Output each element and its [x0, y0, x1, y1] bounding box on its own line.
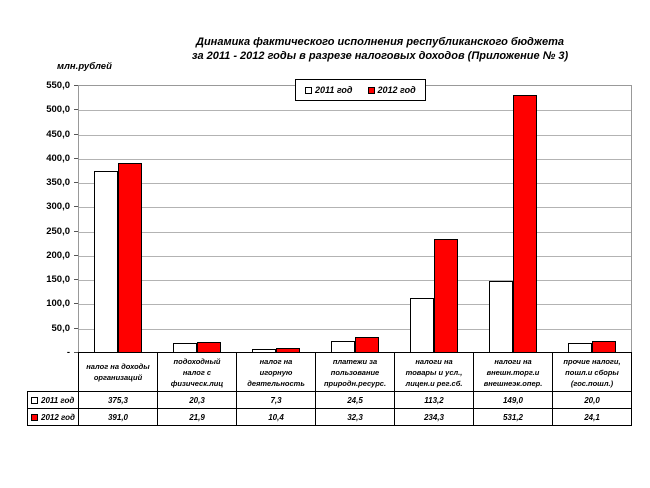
y-tick-label: 250,0: [46, 225, 70, 237]
chart-title-line1: Динамика фактического исполнения республ…: [196, 36, 564, 48]
plot-area: [78, 85, 632, 354]
bar-2012-год: [434, 239, 458, 353]
table-value-cell: 234,3: [394, 408, 474, 426]
gridline: [79, 183, 631, 184]
bar-2011-год: [94, 171, 118, 353]
y-tick-mark: [74, 328, 78, 329]
y-tick-mark: [74, 255, 78, 256]
series-row-label: 2012 год: [27, 408, 79, 426]
series-swatch: [31, 413, 38, 421]
legend-label: 2011 год: [315, 85, 353, 95]
table-value-cell: 531,2: [473, 408, 553, 426]
gridline: [79, 256, 631, 257]
table-corner-cell: [28, 353, 79, 392]
y-tick-mark: [74, 231, 78, 232]
bar-2011-год: [410, 298, 434, 353]
table-value-cell: 24,1: [552, 408, 632, 426]
y-tick-mark: [74, 279, 78, 280]
series-swatch: [31, 396, 38, 404]
y-axis-unit-label: млн.рублей: [57, 61, 112, 72]
legend-label: 2012 год: [377, 85, 416, 95]
series-row-label: 2011 год: [27, 391, 79, 409]
y-tick-label: -: [66, 347, 70, 358]
table-value-cell: 21,9: [157, 408, 237, 426]
chart-title-line2: за 2011 - 2012 годы в разрезе налоговых …: [191, 50, 569, 62]
table-header-cell: прочие налоги, пошл.и сборы (гос.пошл.): [552, 352, 632, 392]
legend: 2011 год 2012 год: [295, 79, 426, 101]
table-value-cell: 375,3: [78, 391, 158, 409]
table-value-cell: 20,3: [157, 391, 237, 409]
table-value-cell: 7,3: [236, 391, 316, 409]
table-row: 2011 год 375,3 20,3 7,3 24,5 113,2 149,0 20,0: [27, 391, 632, 409]
y-tick-label: 300,0: [46, 201, 70, 213]
gridline: [79, 110, 631, 111]
table-value-cell: 20,0: [552, 391, 632, 409]
table-value-cell: 24,5: [315, 391, 395, 409]
data-table: налог на доходы организаций подоходный на…: [27, 352, 632, 426]
table-header-cell: платежи за пользование природн.ресурс.: [315, 352, 395, 392]
table-row: 2012 год 391,0 21,9 10,4 32,3 234,3 531,2 24,1: [27, 408, 632, 426]
legend-swatch: [305, 86, 312, 94]
table-header-cell: подоходный налог с физическ.лиц: [157, 352, 237, 392]
y-tick-label: 150,0: [46, 274, 70, 286]
table-value-cell: 391,0: [78, 408, 158, 426]
y-tick-label: 450,0: [46, 128, 70, 140]
y-tick-mark: [74, 85, 78, 86]
gridline: [79, 207, 631, 208]
gridline: [79, 329, 631, 330]
table-value-cell: 149,0: [473, 391, 553, 409]
y-tick-mark: [74, 158, 78, 159]
legend-item: 2012 год: [367, 85, 416, 95]
legend-swatch: [367, 86, 375, 94]
y-tick-label: 50,0: [51, 322, 71, 334]
y-tick-label: 200,0: [46, 249, 70, 261]
table-value-cell: 113,2: [394, 391, 474, 409]
gridline: [79, 232, 631, 233]
y-tick-label: 500,0: [46, 104, 70, 116]
y-tick-label: 100,0: [46, 298, 70, 310]
y-tick-mark: [74, 303, 78, 304]
table-header-cell: налог на игорную деятельность: [236, 352, 316, 392]
bar-2011-год: [489, 281, 513, 353]
table-value-cell: 10,4: [236, 408, 316, 426]
bar-2012-год: [355, 337, 379, 353]
bar-2012-год: [513, 95, 537, 353]
table-value-cell: 32,3: [315, 408, 395, 426]
table-header-cell: налоги на товары и усл., лицен.и рег.сб.: [394, 352, 474, 392]
y-tick-label: 350,0: [46, 177, 70, 189]
chart-title: Динамика фактического исполнения республ…: [100, 35, 650, 63]
bar-2012-год: [118, 163, 142, 353]
y-tick-mark: [74, 352, 78, 353]
y-tick-label: 400,0: [46, 152, 70, 164]
y-tick-label: 550,0: [46, 80, 70, 91]
gridline: [79, 304, 631, 305]
gridline: [79, 159, 631, 160]
y-tick-mark: [74, 109, 78, 110]
table-header-cell: налог на доходы организаций: [78, 352, 158, 392]
y-tick-mark: [74, 206, 78, 207]
y-tick-mark: [74, 182, 78, 183]
legend-item: 2011 год: [305, 85, 353, 95]
table-header-cell: налоги на внешн.торг.и внешнеэк.опер.: [473, 352, 553, 392]
gridline: [79, 135, 631, 136]
gridline: [79, 280, 631, 281]
y-tick-mark: [74, 134, 78, 135]
